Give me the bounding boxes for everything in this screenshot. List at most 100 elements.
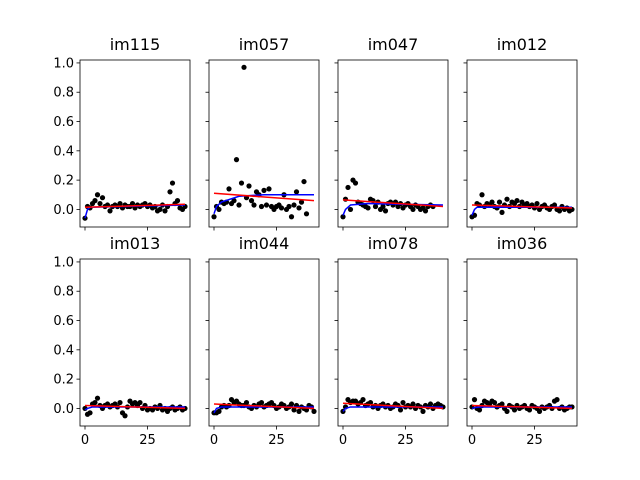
y-tick-label: 0.2 (53, 174, 74, 189)
data-point (536, 408, 543, 414)
data-point (216, 206, 222, 213)
data-point (427, 401, 434, 407)
panel-title: im115 (110, 35, 161, 54)
panel-title: im044 (239, 234, 290, 253)
panel-im115: im115 0.0 0.2 0.4 0.6 0.8 1.0 (53, 35, 191, 231)
data-point (526, 407, 533, 413)
panel-title: im013 (110, 234, 161, 253)
data-point (167, 189, 173, 195)
data-point (291, 202, 297, 208)
data-point (216, 408, 222, 414)
blue-fit-line (342, 202, 444, 216)
red-fit-line (213, 192, 315, 202)
data-point (293, 189, 300, 195)
x-tick-label: 0 (210, 433, 218, 448)
axes-frame (208, 258, 320, 427)
data-points (340, 177, 436, 220)
data-point (489, 199, 495, 205)
data-point (246, 183, 252, 189)
data-point (479, 192, 485, 198)
red-fit-line (84, 203, 186, 208)
data-point (380, 203, 386, 210)
data-point (157, 206, 163, 213)
red-fit-line (471, 204, 573, 209)
data-point (303, 211, 310, 217)
axes-frame (466, 258, 578, 427)
data-point (397, 407, 404, 413)
data-point (352, 180, 359, 186)
data-point (514, 198, 520, 204)
data-point (107, 208, 113, 214)
data-point (117, 200, 123, 207)
data-point (211, 214, 217, 220)
axes-frame (337, 258, 449, 427)
data-point (258, 399, 265, 406)
data-point (243, 399, 250, 406)
data-point (298, 199, 305, 205)
data-point (551, 202, 558, 208)
data-point (511, 407, 518, 413)
red-fit-line (342, 199, 444, 208)
y-tick-label: 0.4 (53, 144, 74, 159)
blue-fit-line (342, 406, 443, 412)
data-point (476, 407, 483, 413)
data-point (556, 208, 563, 214)
data-point (117, 399, 123, 406)
x-tick-label: 0 (468, 433, 476, 448)
y-tick-label: 1.0 (53, 56, 74, 71)
y-tick-label: 0.8 (53, 86, 74, 101)
x-tick-label: 0 (339, 433, 347, 448)
data-point (92, 399, 98, 406)
data-point (367, 399, 374, 406)
data-point (554, 397, 560, 403)
data-point (410, 401, 416, 407)
data-point (258, 203, 265, 210)
data-point (345, 184, 351, 191)
panel-title: im012 (497, 35, 548, 54)
x-tick-label: 0 (81, 433, 89, 448)
data-point (241, 64, 247, 70)
data-point (504, 196, 510, 202)
data-point (288, 214, 295, 220)
panel-im036: im036 0 25 (463, 234, 578, 448)
x-tick-label: 25 (268, 433, 285, 448)
data-point (94, 192, 101, 198)
x-tick-label: 25 (397, 433, 414, 448)
panel-title: im078 (368, 234, 419, 253)
y-tick-label: 0.6 (53, 314, 74, 329)
red-fit-line (342, 402, 444, 410)
y-tick-label: 0.8 (53, 285, 74, 300)
red-fit-line (84, 404, 186, 410)
axes-frame (79, 59, 191, 228)
data-point (129, 200, 136, 207)
data-point (365, 205, 371, 211)
data-point (311, 408, 317, 414)
panel-im044: im044 0 25 (205, 234, 320, 448)
data-point (87, 410, 93, 416)
panel-im047: im047 (334, 35, 449, 231)
data-point (278, 205, 285, 211)
data-point (410, 206, 416, 213)
data-points (82, 180, 188, 221)
data-point (496, 199, 503, 205)
data-point (122, 413, 128, 419)
data-point (296, 408, 302, 414)
data-point (94, 395, 101, 401)
data-point (263, 202, 270, 208)
data-point (236, 202, 242, 208)
data-point (286, 203, 292, 210)
panels-group: im115 0.0 0.2 0.4 0.6 0.8 1.0 im057 im047 im012 im… (53, 35, 578, 448)
data-point (382, 208, 389, 214)
data-point (340, 214, 346, 220)
y-tick-label: 0.0 (53, 203, 74, 218)
data-point (301, 178, 307, 185)
panel-im057: im057 (205, 35, 320, 231)
panel-im078: im078 0 25 (334, 234, 449, 448)
data-point (491, 399, 498, 406)
data-point (360, 397, 366, 403)
data-point (499, 401, 505, 407)
data-point (372, 203, 379, 210)
red-fit-line (213, 403, 315, 410)
data-point (169, 180, 176, 186)
